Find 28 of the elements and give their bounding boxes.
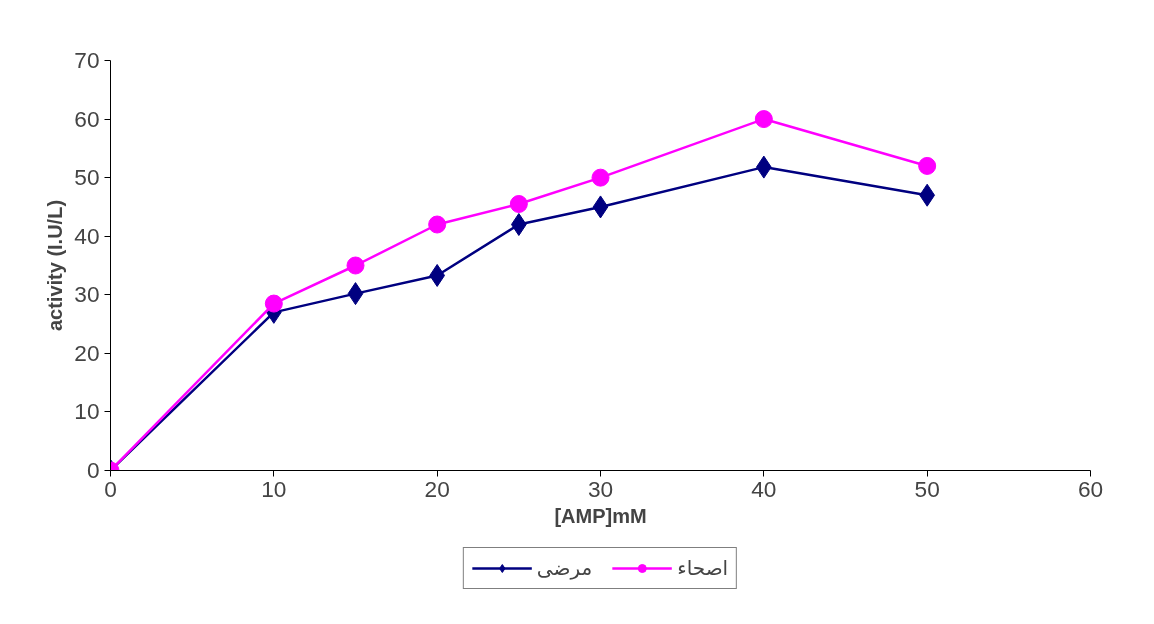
- x-tick-label: 0: [104, 475, 117, 502]
- x-tick-label: 40: [751, 475, 777, 502]
- legend-label: مرضى: [536, 555, 593, 580]
- y-tick-label: 20: [74, 339, 100, 366]
- x-axis-title: [AMP]mM: [554, 504, 647, 527]
- y-tick-label: 60: [74, 105, 100, 132]
- point: [509, 195, 528, 213]
- point: [592, 195, 609, 219]
- y-tick-label: 50: [74, 164, 100, 191]
- point: [754, 110, 773, 129]
- legend-label: اصحاء: [677, 555, 729, 580]
- x-tick-label: 60: [1077, 475, 1104, 502]
- y-tick-label: 0: [86, 457, 100, 483]
- point: [346, 256, 365, 275]
- y-tick-label: 70: [74, 47, 100, 73]
- y-tick-label: 10: [74, 398, 100, 425]
- point: [347, 282, 364, 306]
- point: [918, 156, 937, 175]
- x-tick-label: 30: [587, 475, 614, 502]
- y-tick-label: 40: [74, 222, 100, 249]
- y-tick-label: 30: [74, 281, 100, 308]
- point: [264, 294, 283, 313]
- point: [428, 215, 447, 234]
- y-axis-title: activity (I.U/L): [44, 199, 67, 332]
- x-tick-label: 10: [261, 475, 287, 502]
- x-tick-label: 20: [424, 475, 450, 502]
- x-tick-label: 50: [914, 475, 940, 502]
- point: [591, 168, 610, 187]
